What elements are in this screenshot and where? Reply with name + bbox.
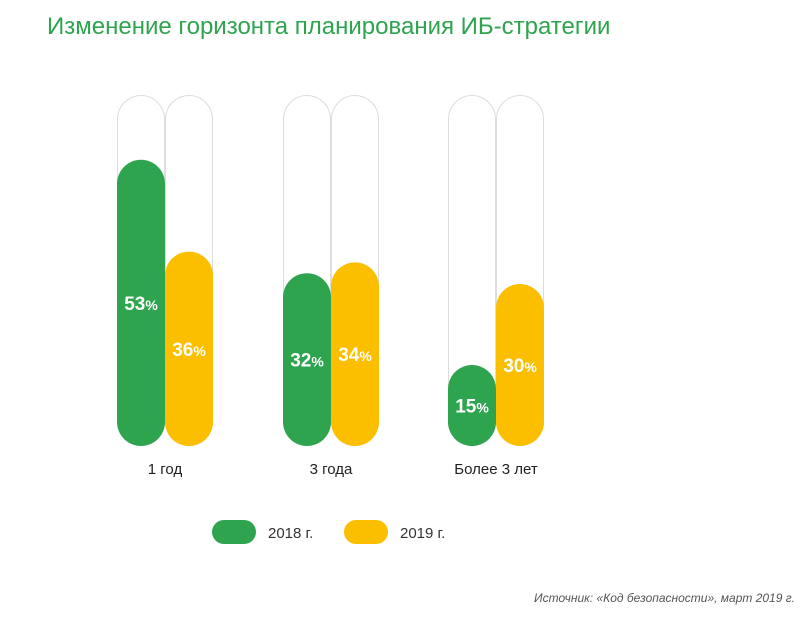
bar: [117, 159, 165, 447]
legend-swatch: [344, 520, 388, 544]
category-label: Более 3 лет: [454, 461, 538, 478]
chart-title: Изменение горизонта планирования ИБ-стра…: [47, 13, 611, 40]
bar: [331, 262, 379, 446]
bar: [165, 251, 213, 446]
data-label: 53%: [124, 294, 158, 315]
legend-label: 2018 г.: [268, 525, 313, 542]
bar: [283, 273, 331, 446]
data-label: 30%: [503, 356, 537, 377]
data-label: 34%: [338, 345, 372, 366]
data-label: 32%: [290, 351, 324, 372]
legend-label: 2019 г.: [400, 525, 445, 542]
category-label: 1 год: [148, 461, 183, 478]
category-label: 3 года: [310, 461, 353, 478]
bar: [496, 284, 544, 446]
data-label: 15%: [455, 397, 489, 418]
source-note: Источник: «Код безопасности», март 2019 …: [534, 591, 795, 605]
bar: [448, 365, 496, 446]
bar-chart: 53% 36% 1 год 32% 34% 3 года 15% 30% Более 3 лет…: [117, 95, 544, 544]
legend-swatch: [212, 520, 256, 544]
data-label: 36%: [172, 340, 206, 361]
